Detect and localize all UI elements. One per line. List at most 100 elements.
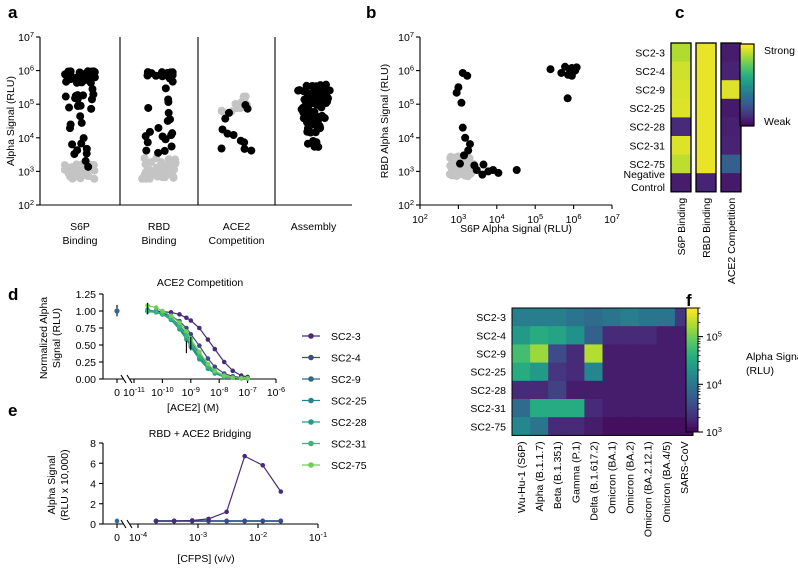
heatmap-cell [638, 344, 658, 363]
black-dot [303, 139, 312, 148]
heatmap-cell [512, 399, 531, 418]
heatmap-cell [671, 136, 691, 155]
colorbar-step [740, 50, 754, 53]
colorbar-step [740, 103, 754, 106]
panel-a: 102 103 104 105 106 107 Alpha Signal (RLU) S6P B… [5, 30, 352, 247]
colorbar-step [740, 117, 754, 121]
heatmap-cell [566, 417, 585, 436]
colorbar-tick-label: 103 [706, 425, 722, 439]
row-label: SC2-28 [629, 122, 665, 134]
y-tick-label: 0.75 [76, 323, 97, 335]
black-dot [165, 115, 174, 124]
colorbar-step [740, 56, 754, 59]
panel-f: SC2-3 SC2-4 SC2-9 SC2-25 SC2-28 SC2-31 SC2-75 W… [470, 307, 798, 537]
heatmap-cell [602, 344, 621, 363]
colorbar-step [686, 394, 698, 398]
series-point [260, 462, 266, 468]
colorbar-step [686, 367, 698, 371]
row-label: SC2-31 [629, 140, 665, 152]
black-dot [143, 138, 152, 147]
black-dot [494, 168, 503, 177]
series-point [224, 509, 229, 515]
grey-dot [90, 166, 99, 175]
series-point [177, 324, 182, 329]
black-dot [71, 91, 80, 100]
black-dot [557, 68, 566, 77]
colorbar-step [686, 362, 698, 366]
series-point [224, 518, 229, 524]
x-tick-label: 10-9 [182, 385, 200, 399]
series-point [197, 343, 202, 348]
y-tick-label: 107 [398, 30, 414, 44]
colorbar-step [686, 345, 698, 349]
black-dot [307, 99, 316, 108]
black-dot [61, 92, 70, 101]
x-axis-label: S6P Alpha Signal (RLU) [460, 223, 572, 235]
legend-label: SC2-75 [331, 460, 367, 472]
y-tick-label: 105 [18, 97, 34, 111]
series-point [221, 373, 227, 378]
colorbar-step [740, 93, 754, 96]
row-label: SC2-25 [629, 103, 665, 115]
black-dot [218, 125, 227, 134]
heatmap-cell [656, 380, 676, 400]
y-tick-label: 8 [90, 438, 96, 450]
x-tick-label: 107 [604, 212, 620, 226]
black-dot [65, 103, 74, 112]
colorbar-step [686, 312, 698, 316]
colorbar-step [740, 97, 754, 100]
grey-dot [466, 168, 475, 177]
x-tick-label: 10-3 [189, 530, 207, 544]
series-point [245, 376, 250, 381]
colorbar-step [686, 355, 698, 359]
heatmap-cell [584, 344, 603, 363]
y-tick-label: 103 [398, 164, 414, 178]
heatmap-cell [721, 98, 741, 118]
colorbar-step [740, 44, 754, 47]
x-tick-label: 104 [489, 212, 505, 226]
black-dot [472, 166, 481, 175]
heatmap-cell [566, 362, 585, 382]
heatmap-cell [602, 380, 621, 400]
colorbar-step [740, 76, 754, 80]
colorbar-step [740, 101, 754, 104]
heatmap-cell [638, 399, 658, 418]
grey-dot [448, 171, 457, 180]
colorbar-step [740, 74, 754, 78]
heatmap-cell [602, 362, 621, 382]
series-point [242, 518, 247, 524]
heatmap-cell [696, 61, 716, 81]
colorbar-step [740, 66, 754, 70]
colorbar-step [740, 95, 754, 98]
legend-swatch-point [308, 419, 314, 425]
legend-label: SC2-3 [331, 331, 361, 343]
category-label: RBD [148, 221, 171, 233]
colorbar-step [740, 72, 754, 76]
heatmap-cell [671, 43, 691, 62]
black-dot [77, 118, 86, 127]
heatmap-cell [512, 417, 531, 436]
x-tick-label: 10-2 [249, 530, 267, 544]
series-point [168, 313, 174, 319]
series-point [278, 489, 284, 494]
series-point [188, 331, 194, 337]
colorbar-step [686, 335, 698, 339]
black-dot [461, 133, 470, 142]
colorbar-step [686, 374, 698, 378]
heatmap-cell [548, 344, 567, 363]
black-dot [458, 123, 467, 132]
colorbar-high-label: Strong [764, 45, 795, 57]
row-label: SC2-28 [470, 385, 506, 397]
colorbar-step [686, 409, 698, 413]
y-tick-label: 102 [18, 198, 34, 212]
column-frame [670, 42, 692, 193]
black-dot [297, 105, 306, 114]
black-dot [84, 162, 93, 171]
column-label: Omicron (BA.2.12.1) [643, 441, 655, 537]
colorbar-step [686, 389, 698, 393]
heatmap-cell [656, 399, 676, 418]
black-dot [308, 82, 317, 91]
heatmap-cell [584, 399, 603, 418]
heatmap-cell [548, 362, 567, 382]
heatmap-cell [530, 308, 549, 327]
